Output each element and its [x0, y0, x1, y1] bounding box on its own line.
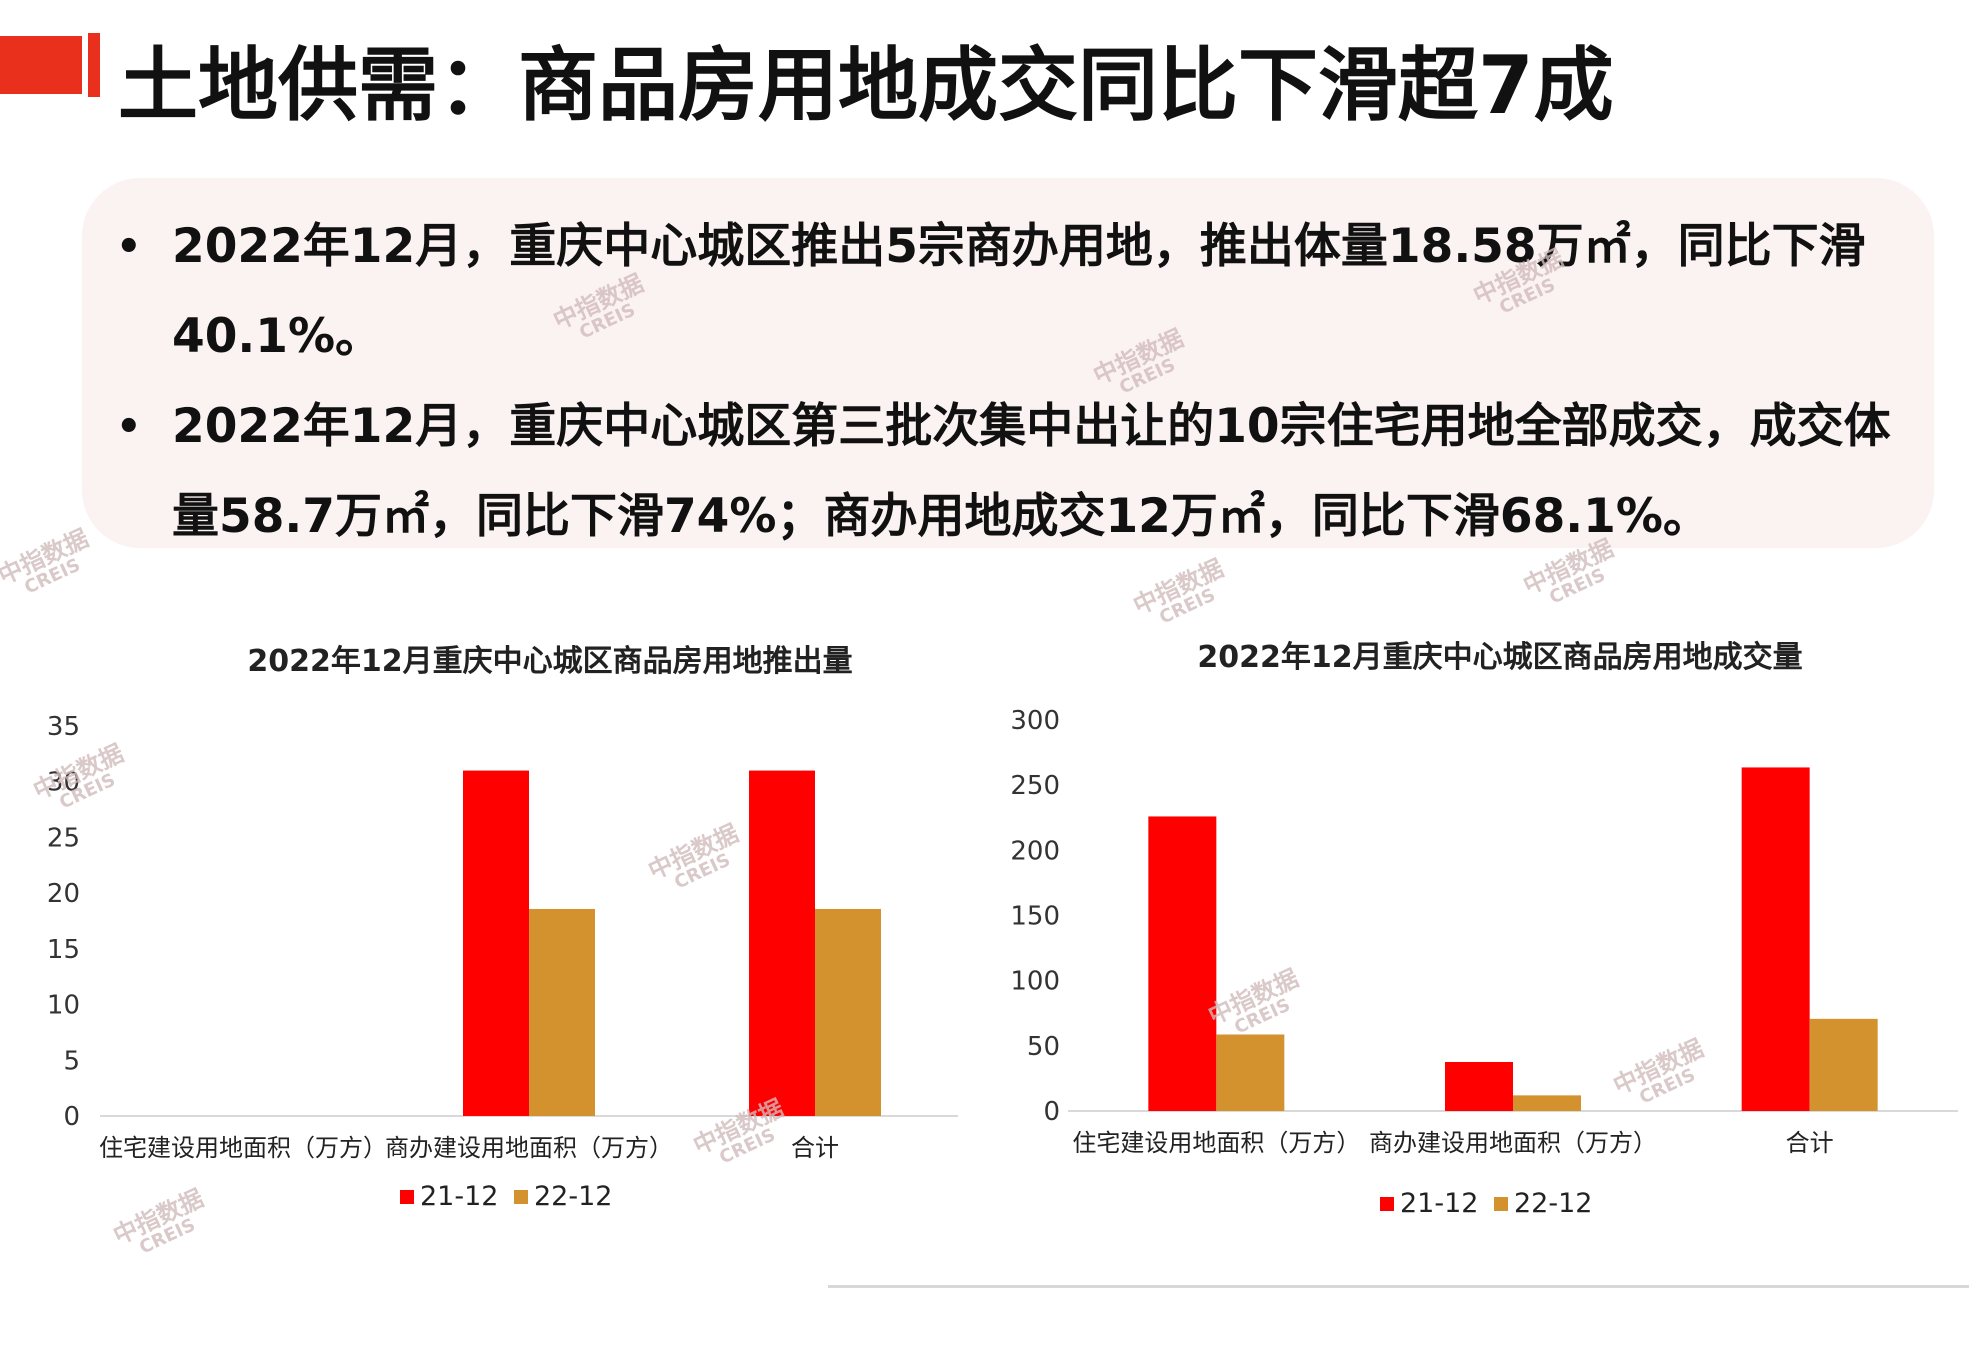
y-tick-label: 20	[47, 879, 80, 909]
summary-bullets: • 2022年12月，重庆中心城区推出5宗商办用地，推出体量18.58万㎡，同比…	[110, 202, 1920, 562]
legend-label: 22-12	[1514, 1188, 1592, 1219]
legend-swatch	[1380, 1197, 1394, 1211]
y-tick-label: 300	[1010, 706, 1060, 736]
bullet-text: 2022年12月，重庆中心城区推出5宗商办用地，推出体量18.58万㎡，同比下滑…	[172, 219, 1866, 364]
bar-21-12	[463, 770, 529, 1116]
y-tick-label: 50	[1027, 1032, 1060, 1062]
bullet-dot: •	[116, 404, 142, 450]
transaction-chart-svg: 2022年12月重庆中心城区商品房用地成交量 0 50 100 150 200 250 300…	[1010, 640, 1958, 1219]
legend-swatch	[1494, 1197, 1508, 1211]
y-tick-label: 0	[1043, 1097, 1060, 1127]
bar-22-12	[1216, 1034, 1285, 1111]
title-accent-block	[0, 36, 82, 94]
y-tick-label: 25	[47, 823, 80, 853]
x-category-label: 商办建设用地面积（万方）	[385, 1134, 673, 1162]
supply-chart-svg: 2022年12月重庆中心城区商品房用地推出量 0 5 10 15 20 25 30 35 住宅建设…	[47, 644, 958, 1212]
y-tick-label: 200	[1010, 836, 1060, 866]
y-tick-label: 5	[63, 1046, 80, 1076]
x-category-label: 住宅建设用地面积（万方）	[99, 1134, 387, 1162]
y-tick-label: 100	[1010, 967, 1060, 997]
bar-22-12	[529, 908, 595, 1116]
legend-swatch	[400, 1190, 414, 1204]
bullet-item: • 2022年12月，重庆中心城区第三批次集中出让的10宗住宅用地全部成交，成交…	[110, 382, 1920, 562]
transaction-chart: 2022年12月重庆中心城区商品房用地成交量 0 50 100 150 200 250 300…	[980, 630, 1969, 1250]
x-category-label: 商办建设用地面积（万方）	[1369, 1129, 1657, 1157]
bullet-text: 2022年12月，重庆中心城区第三批次集中出让的10宗住宅用地全部成交，成交体量…	[172, 399, 1891, 544]
x-category-label: 合计	[791, 1134, 839, 1162]
y-tick-label: 250	[1010, 771, 1060, 801]
y-tick-label: 150	[1010, 902, 1060, 932]
y-tick-label: 0	[63, 1102, 80, 1132]
legend-swatch	[514, 1190, 528, 1204]
x-category-label: 住宅建设用地面积（万方）	[1072, 1129, 1360, 1157]
legend-label: 22-12	[534, 1181, 612, 1212]
y-tick-label: 10	[47, 991, 80, 1021]
watermark: 中指数据 CREIS	[0, 524, 93, 599]
y-tick-label: 30	[47, 768, 80, 798]
chart-title: 2022年12月重庆中心城区商品房用地推出量	[247, 644, 852, 679]
footer-divider	[828, 1285, 1969, 1288]
y-tick-label: 15	[47, 935, 80, 965]
watermark: 中指数据 CREIS	[1128, 554, 1228, 629]
legend-label: 21-12	[420, 1181, 498, 1212]
summary-panel	[82, 178, 1934, 548]
bar-22-12	[815, 908, 881, 1116]
page-title: 土地供需：商品房用地成交同比下滑超7成	[118, 39, 1614, 132]
bullet-item: • 2022年12月，重庆中心城区推出5宗商办用地，推出体量18.58万㎡，同比…	[110, 202, 1920, 382]
x-category-label: 合计	[1786, 1129, 1834, 1157]
bullet-dot: •	[116, 224, 142, 270]
bar-22-12	[1809, 1018, 1878, 1111]
title-accent-stripe	[88, 33, 100, 97]
bar-21-12	[1445, 1061, 1513, 1111]
y-tick-label: 35	[47, 712, 80, 742]
bar-21-12	[1741, 767, 1810, 1111]
bar-22-12	[1513, 1095, 1581, 1111]
chart-title: 2022年12月重庆中心城区商品房用地成交量	[1197, 640, 1802, 675]
legend-label: 21-12	[1400, 1188, 1478, 1219]
supply-chart: 2022年12月重庆中心城区商品房用地推出量 0 5 10 15 20 25 30 35 住宅建设…	[0, 630, 990, 1250]
bar-21-12	[1148, 816, 1217, 1111]
bar-21-12	[749, 770, 815, 1116]
